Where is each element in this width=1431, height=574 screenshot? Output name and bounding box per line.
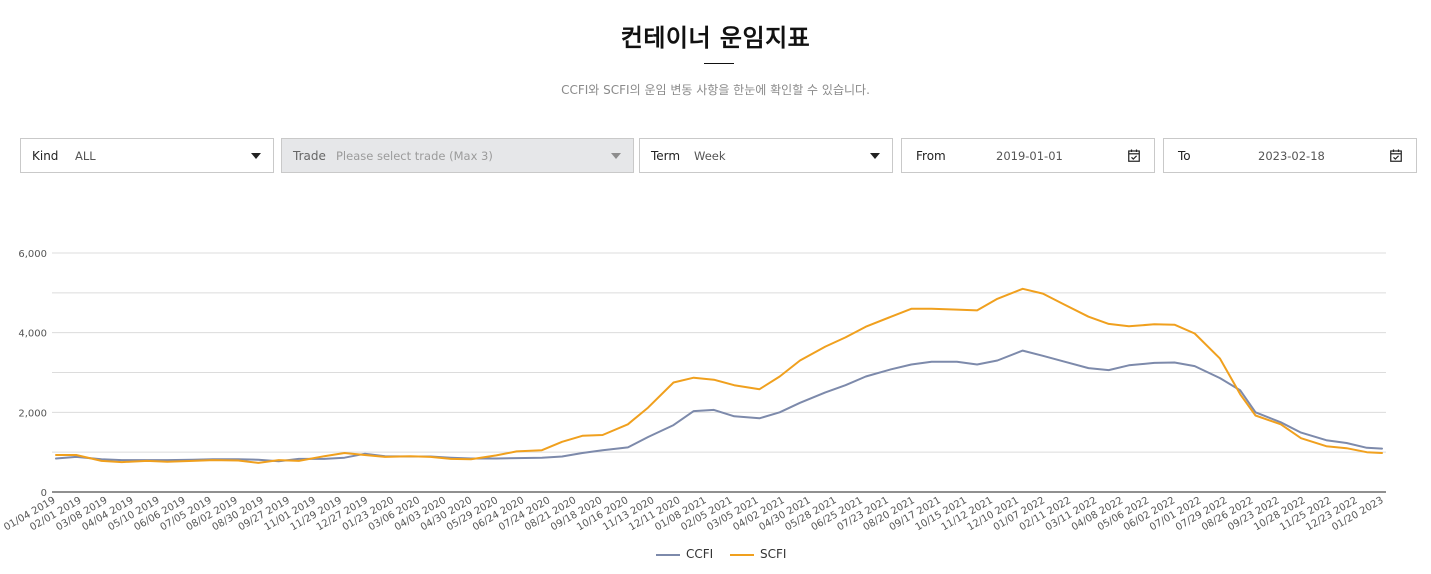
y-tick-label: 2,000 — [18, 408, 47, 419]
y-tick-label: 4,000 — [18, 329, 47, 340]
term-label: Term — [651, 149, 681, 163]
from-label: From — [916, 149, 946, 163]
y-tick-label: 0 — [41, 488, 47, 499]
legend-label-ccfi: CCFI — [686, 547, 714, 561]
page-subtitle: CCFI와 SCFI의 운임 변동 사항을 한눈에 확인할 수 있습니다. — [561, 83, 870, 97]
legend-swatch-ccfi — [656, 554, 680, 556]
term-select[interactable]: Term Week — [639, 138, 893, 173]
title-divider — [704, 63, 734, 64]
chevron-down-icon — [611, 153, 621, 159]
kind-select[interactable]: Kind ALL — [20, 138, 274, 173]
chevron-down-icon — [870, 153, 880, 159]
from-date-input[interactable]: From 2019-01-01 — [901, 138, 1155, 173]
y-tick-label: 6,000 — [18, 249, 47, 260]
kind-label: Kind — [32, 149, 59, 163]
series-line-ccfi — [55, 349, 1383, 463]
to-date-value: 2023-02-18 — [1258, 149, 1325, 163]
trade-placeholder: Please select trade (Max 3) — [336, 149, 493, 163]
to-label: To — [1178, 149, 1191, 163]
legend-swatch-scfi — [730, 554, 754, 556]
from-date-value: 2019-01-01 — [996, 149, 1063, 163]
calendar-icon[interactable] — [1390, 149, 1402, 162]
page-title: 컨테이너 운임지표 — [620, 24, 811, 52]
legend-label-scfi: SCFI — [760, 547, 787, 561]
trade-label: Trade — [293, 149, 326, 163]
term-value: Week — [694, 149, 726, 163]
series-line-scfi — [55, 287, 1383, 464]
filter-bar: Kind ALL Trade Please select trade (Max … — [20, 138, 1417, 173]
to-date-input[interactable]: To 2023-02-18 — [1163, 138, 1417, 173]
calendar-icon[interactable] — [1128, 149, 1140, 162]
chevron-down-icon — [251, 153, 261, 159]
trade-select[interactable]: Trade Please select trade (Max 3) — [281, 138, 634, 173]
kind-value: ALL — [75, 149, 96, 163]
